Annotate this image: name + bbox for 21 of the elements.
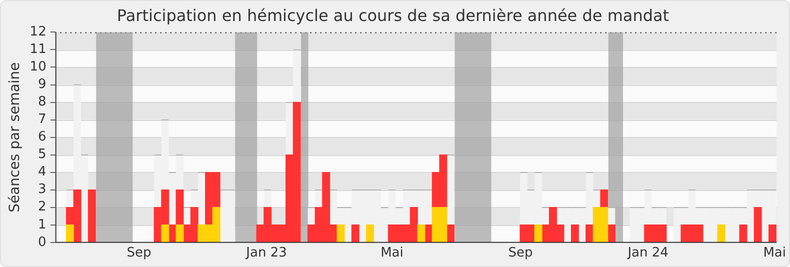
y-tick-label: 2 — [38, 200, 46, 215]
y-tick-label: 5 — [38, 147, 46, 162]
y-tick-label: 6 — [38, 130, 46, 145]
y-tick-label: 1 — [38, 217, 46, 232]
y-axis-title: Séances par semaine — [7, 62, 24, 212]
y-tick-label: 7 — [38, 112, 46, 128]
x-tick-label: Jan 23 — [245, 246, 287, 261]
x-tick-label: Mai — [763, 246, 786, 261]
y-tick-label: 10 — [30, 60, 46, 75]
y-tick-label: 12 — [30, 24, 46, 40]
x-tick-label: Mai — [380, 246, 404, 261]
x-tick-label: Sep — [508, 246, 533, 261]
x-tick-label: Sep — [126, 246, 152, 261]
y-tick-label: 3 — [38, 182, 46, 198]
y-tick-label: 9 — [38, 77, 46, 92]
y-tick-label: 11 — [30, 42, 46, 58]
chart-title: Participation en hémicycle au cours de sa dernière année de mandat — [116, 6, 670, 25]
y-tick-label: 8 — [38, 94, 46, 110]
x-tick-label: Jan 24 — [626, 246, 668, 261]
y-tick-label: 0 — [38, 234, 46, 250]
y-tick-label: 4 — [38, 164, 46, 180]
